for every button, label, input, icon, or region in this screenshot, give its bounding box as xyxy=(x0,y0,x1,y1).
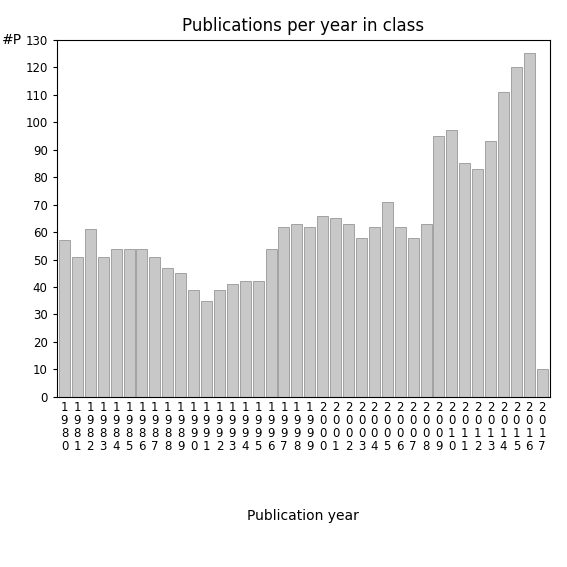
Bar xyxy=(498,92,509,397)
Bar xyxy=(278,227,290,397)
Bar xyxy=(395,227,405,397)
Bar xyxy=(227,284,238,397)
Bar xyxy=(317,215,328,397)
Bar xyxy=(485,141,496,397)
Bar xyxy=(369,227,380,397)
Bar xyxy=(421,224,431,397)
Bar xyxy=(59,240,70,397)
Bar xyxy=(98,257,109,397)
Title: Publications per year in class: Publications per year in class xyxy=(182,18,425,35)
Bar xyxy=(459,163,470,397)
Bar xyxy=(304,227,315,397)
Bar xyxy=(137,248,147,397)
Bar xyxy=(446,130,458,397)
Bar xyxy=(537,370,548,397)
Bar xyxy=(343,224,354,397)
Bar xyxy=(291,224,302,397)
Bar xyxy=(188,290,199,397)
Bar xyxy=(265,248,277,397)
Bar xyxy=(124,248,134,397)
Bar xyxy=(524,53,535,397)
Bar xyxy=(472,169,483,397)
Bar xyxy=(214,290,225,397)
Bar xyxy=(253,281,264,397)
Bar xyxy=(511,67,522,397)
Bar xyxy=(111,248,121,397)
Bar xyxy=(201,301,212,397)
Bar xyxy=(356,238,367,397)
Bar xyxy=(85,229,96,397)
Bar xyxy=(433,136,445,397)
Bar xyxy=(72,257,83,397)
Bar xyxy=(175,273,186,397)
X-axis label: Publication year: Publication year xyxy=(247,509,359,523)
Bar xyxy=(408,238,418,397)
Bar xyxy=(149,257,160,397)
Bar xyxy=(162,268,174,397)
Bar xyxy=(240,281,251,397)
Bar xyxy=(330,218,341,397)
Bar xyxy=(382,202,393,397)
Y-axis label: #P: #P xyxy=(2,32,22,46)
